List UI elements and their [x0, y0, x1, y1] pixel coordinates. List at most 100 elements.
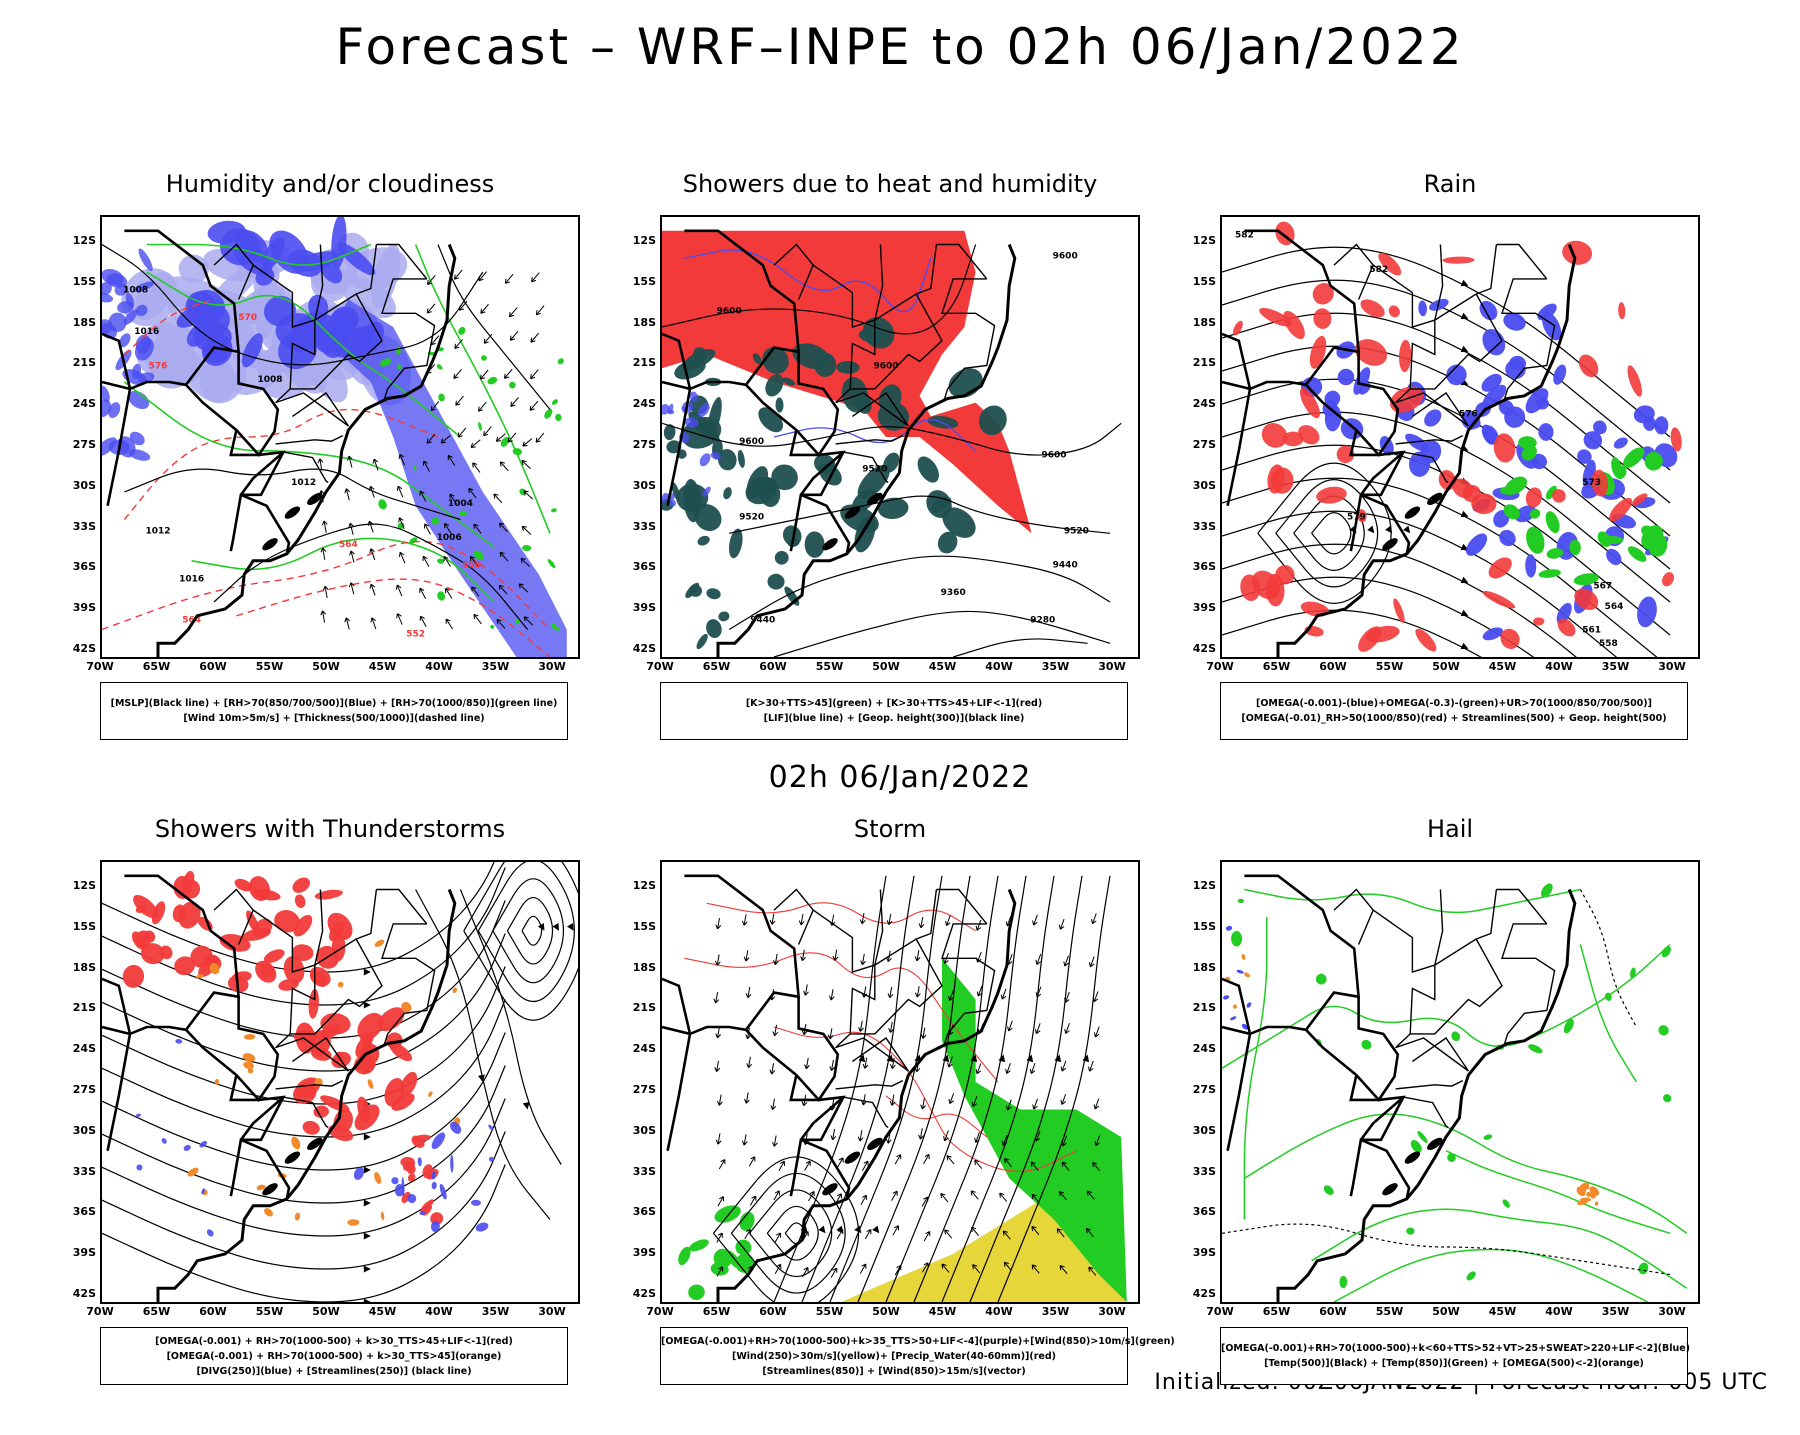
divg-blue-line	[136, 1164, 143, 1171]
temp850-spot	[1410, 1140, 1422, 1153]
divg-blue-line	[407, 1194, 417, 1204]
wind-vector	[440, 434, 451, 444]
wind-vector	[741, 1134, 748, 1146]
country-border	[789, 1074, 846, 1197]
streamline-arrow	[363, 1166, 371, 1174]
storm-red-area	[278, 978, 299, 991]
temp850-spot	[1483, 1134, 1493, 1140]
lat-tick-label: 27S	[1192, 1083, 1216, 1096]
country-border	[185, 996, 280, 1103]
wind-vector	[507, 432, 517, 443]
storm-red-area	[302, 1120, 320, 1135]
wind-vector	[347, 455, 353, 468]
coastline	[156, 888, 457, 1302]
omega-green-area	[1499, 486, 1519, 495]
storm-orange-area	[452, 987, 457, 994]
contour-label: 576	[149, 361, 168, 371]
omega-blue-area	[1542, 312, 1562, 341]
wind-vector	[858, 1020, 864, 1032]
legend-line: [DIVG(250)](blue) + [Streamlines(250)] (…	[196, 1365, 472, 1377]
wind-vector	[772, 1135, 778, 1147]
lat-tick-label: 36S	[1192, 1205, 1216, 1219]
divg-blue-line	[431, 1132, 446, 1150]
showers-green-area	[663, 424, 676, 441]
rh-andes	[102, 281, 112, 295]
lif-blob	[699, 453, 711, 467]
rh-green-spot	[397, 364, 402, 370]
streamline	[1222, 411, 1671, 603]
omega-blue-area	[1637, 596, 1657, 628]
main-title: Forecast – WRF–INPE to 02h 06/Jan/2022	[335, 18, 1465, 76]
state-border	[941, 923, 996, 1046]
wind-vector	[468, 487, 477, 499]
lat-tick-label: 24S	[72, 397, 96, 411]
streamline-arrow	[1385, 525, 1393, 534]
contour-label: 1008	[257, 375, 282, 385]
storm-orange-area	[401, 1002, 412, 1013]
omega-blue-area	[1504, 406, 1526, 428]
divg-blue-line	[419, 1210, 426, 1216]
rh-area	[176, 301, 212, 328]
divg-blue-line	[439, 1183, 447, 1200]
country-border	[240, 1138, 291, 1200]
streamline-arrow	[818, 1225, 826, 1234]
rh-green-spot	[500, 437, 510, 447]
temp850-spot	[1417, 1131, 1428, 1143]
state-border	[1409, 938, 1503, 1035]
streamline	[506, 896, 554, 965]
lon-tick-label: 50W	[1432, 660, 1460, 673]
wind-vector	[398, 551, 406, 564]
divg-blue-line	[206, 1229, 214, 1237]
rh-red-area	[1388, 305, 1400, 318]
panel-legend: [MSLP](Black line) + [RH>70(850/700/500)…	[100, 682, 568, 740]
divg-blue-line	[183, 1144, 191, 1151]
showers-green-area	[942, 507, 976, 538]
rh-andes	[138, 248, 153, 272]
storm-orange-area	[314, 1078, 323, 1087]
divg-blue-line	[470, 1199, 481, 1206]
state-border	[1395, 434, 1464, 445]
lon-tick-label: 35W	[481, 660, 510, 673]
lat-tick-label: 33S	[72, 1164, 96, 1178]
wind-vector	[395, 584, 403, 597]
storm-red-area	[420, 1199, 434, 1213]
map-canvas	[1222, 874, 1688, 1302]
streamline	[102, 1032, 506, 1171]
wind-vector	[522, 438, 533, 447]
streamline	[102, 1065, 506, 1204]
contour-label: 552	[406, 629, 425, 639]
wind-vector	[861, 1094, 867, 1106]
wind850-green-area	[714, 1205, 741, 1223]
lat-tick-label: 12S	[632, 234, 656, 247]
omega-blue-area	[1553, 364, 1567, 385]
lon-tick-label: 70W	[86, 660, 114, 673]
temp850-contour	[1243, 917, 1268, 1220]
lat-tick-label: 18S	[632, 960, 656, 974]
lat-tick-label: 36S	[72, 560, 96, 574]
showers-green-area	[717, 448, 737, 471]
storm-red-area	[260, 963, 275, 978]
state-border	[1496, 243, 1548, 280]
rh-green-spot	[378, 499, 387, 510]
wind-vector	[1085, 1228, 1094, 1238]
wind-vector	[1035, 953, 1042, 965]
lon-tick-label: 55W	[815, 1305, 844, 1318]
wind-vector	[716, 1094, 723, 1106]
rh-area	[293, 251, 340, 272]
omega-green-area	[1623, 447, 1645, 468]
lat-tick-label: 21S	[632, 356, 656, 370]
state-border	[1333, 888, 1374, 911]
rh-red-area	[1312, 283, 1334, 305]
contour-label: 9600	[739, 437, 764, 447]
omega-green-area	[1569, 539, 1581, 556]
state-border	[381, 923, 436, 1046]
lagoon	[307, 492, 323, 505]
wind-vector	[769, 1063, 776, 1075]
rh-red-area	[1525, 487, 1543, 508]
omega-blue-area	[1424, 409, 1442, 427]
storm-red-area	[178, 901, 201, 929]
lagoon	[307, 1137, 323, 1150]
rh-green-spot	[551, 622, 557, 630]
country-border	[662, 380, 692, 507]
showers-green-area	[771, 464, 798, 491]
